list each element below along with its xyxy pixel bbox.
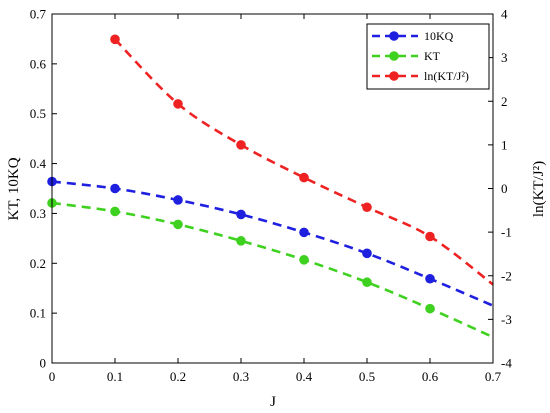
series-line-10kq <box>51 180 494 307</box>
data-point-ln-kt-j2 <box>425 231 435 242</box>
data-point-10kq <box>173 195 183 205</box>
legend: 10KQ KT ln(KT/J²) <box>366 23 490 90</box>
data-point-10kq <box>236 209 246 220</box>
data-point-kt <box>110 206 120 217</box>
series-layer <box>47 34 494 339</box>
x-tick-label: 0.5 <box>359 369 375 384</box>
y-tick-label-right: -3 <box>501 312 512 327</box>
x-tick-label: 0.2 <box>170 369 186 384</box>
legend-marker-10kq <box>389 31 399 41</box>
data-point-ln-kt-j2 <box>110 34 120 45</box>
y-tick-label-left: 0.7 <box>30 7 47 22</box>
y-tick-label-right: 3 <box>501 50 508 65</box>
x-tick-label: 0 <box>49 369 56 384</box>
y-tick-label-left: 0.6 <box>30 56 47 71</box>
x-tick-label: 0.3 <box>233 369 249 384</box>
y-tick-label-right: -2 <box>501 268 512 283</box>
legend-marker-ln-kt-j2 <box>389 71 399 81</box>
y-tick-label-right: 4 <box>501 7 508 22</box>
y-tick-label-left: 0 <box>40 356 47 371</box>
y-axis-label-left: KT, 10KQ <box>6 157 22 220</box>
data-point-kt <box>236 236 246 246</box>
data-point-kt <box>425 303 435 314</box>
data-point-ln-kt-j2 <box>362 202 372 213</box>
y-tick-label-left: 0.3 <box>30 206 46 221</box>
data-point-kt <box>299 254 309 265</box>
data-point-kt <box>362 277 372 288</box>
data-point-ln-kt-j2 <box>299 172 309 183</box>
data-point-kt <box>173 219 183 230</box>
x-tick-label: 0.6 <box>422 369 439 384</box>
series-line-kt <box>51 201 494 339</box>
data-point-10kq <box>299 227 309 238</box>
data-point-ln-kt-j2 <box>236 140 246 150</box>
x-axis-label: J <box>270 394 276 410</box>
y-tick-label-left: 0.2 <box>30 256 46 271</box>
legend-label-10kq: 10KQ <box>424 29 454 43</box>
y-tick-label-right: 1 <box>501 137 508 152</box>
x-tick-label: 0.1 <box>107 369 123 384</box>
legend-label-ln-kt-j2: ln(KT/J²) <box>424 69 469 83</box>
data-point-10kq <box>110 183 120 194</box>
data-point-ln-kt-j2 <box>173 99 183 109</box>
y-tick-label-left: 0.5 <box>30 106 46 121</box>
legend-label-kt: KT <box>424 49 441 63</box>
legend-marker-kt <box>389 51 399 61</box>
y-tick-label-right: 2 <box>501 94 508 109</box>
y-axis-label-right: ln(KT/J²) <box>531 161 547 217</box>
data-point-10kq <box>425 273 435 284</box>
y-tick-label-right: -1 <box>501 225 512 240</box>
y-tick-label-right: 0 <box>501 181 508 196</box>
axes-layer: 0 0.1 0.2 0.3 0.4 0.5 0.6 0.7 0 0.1 0.2 0.3 0.4 0.5 0.… <box>30 7 513 385</box>
y-tick-label-right: -4 <box>501 356 512 371</box>
x-tick-label: 0.4 <box>296 369 313 384</box>
y-tick-label-left: 0.4 <box>30 156 47 171</box>
data-point-10kq <box>362 248 372 259</box>
x-tick-label: 0.7 <box>485 369 502 384</box>
y-tick-label-left: 0.1 <box>30 306 46 321</box>
